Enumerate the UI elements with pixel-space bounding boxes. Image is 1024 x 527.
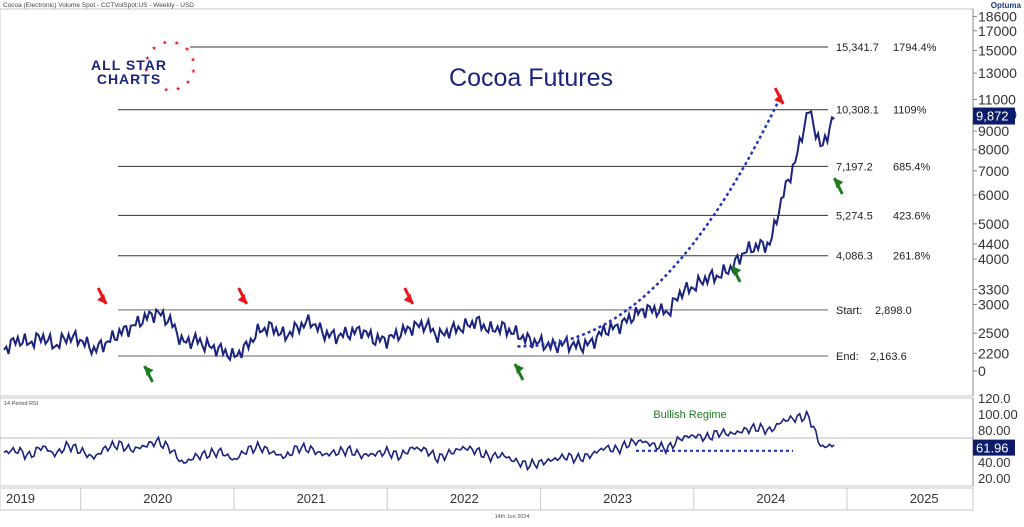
logo-star-icon: ★ [184, 46, 189, 53]
rsi-tick-label: 80.00 [978, 423, 1011, 438]
price-tick-label: 13000 [978, 65, 1017, 81]
price-tick-label: 11000 [978, 91, 1016, 107]
price-line [3, 109, 835, 362]
price-tick-label: 5000 [978, 216, 1009, 232]
bullish-regime-label: Bullish Regime [653, 409, 726, 421]
down-arrow-icon-head [97, 294, 107, 304]
logo-star-icon: ★ [162, 40, 167, 47]
footer-date: 14th Jun 2024 [495, 514, 530, 520]
logo-star-icon: ★ [185, 79, 190, 86]
all-star-charts-logo: ★★★★ ★★★★★★★ ALL STAR CHARTS [91, 40, 196, 94]
price-tick-label: 4000 [978, 251, 1009, 267]
rsi-last-label: 61.96 [976, 441, 1009, 456]
up-arrow-icon-head [144, 366, 154, 376]
level-value: 2,898.0 [875, 305, 912, 317]
trend-curve-line [517, 101, 780, 348]
down-arrow-icon-head [774, 94, 784, 104]
price-tick-label: 2500 [978, 325, 1009, 341]
rsi-tick-label: 100.00 [978, 407, 1018, 422]
level-value: 15,341.7 [836, 42, 879, 54]
level-value: 7,197.2 [836, 161, 873, 173]
logo-stars-icon: ★★★★ ★★★★★★★ [144, 40, 197, 94]
rsi-series [0, 409, 973, 472]
instrument-label: Cocoa (Electronic) Volume Spot - CCTVolS… [3, 2, 194, 9]
year-label: 2022 [450, 491, 479, 506]
year-label: 2025 [910, 491, 939, 506]
logo-line2: CHARTS [97, 71, 161, 87]
logo-star-icon: ★ [144, 67, 149, 74]
year-label: 2019 [6, 491, 35, 506]
price-tick-label: 3000 [978, 296, 1009, 312]
price-tick-label: 9000 [978, 123, 1009, 139]
level-value: 4,086.3 [836, 251, 873, 263]
price-series [3, 109, 835, 362]
logo-star-icon: ★ [190, 56, 195, 63]
year-label: 2021 [297, 491, 326, 506]
up-arrow-icon-head [732, 266, 742, 276]
price-tick-label: 18600 [978, 9, 1017, 25]
trend-curve [517, 101, 780, 348]
year-label: 2023 [603, 491, 632, 506]
level-value: 5,274.5 [836, 210, 873, 222]
price-tick-label: 17000 [978, 23, 1017, 39]
logo-star-icon: ★ [151, 45, 156, 52]
price-tick-label: 8000 [978, 142, 1009, 158]
logo-line1: ALL STAR [91, 57, 167, 73]
level-pct: 261.8% [893, 251, 931, 263]
time-axis-panel [0, 487, 974, 511]
level-pct: 423.6% [893, 210, 931, 222]
level-pct: 685.4% [893, 161, 931, 173]
up-arrow-icon-head [834, 178, 844, 188]
fib-levels: 15,341.7 1794.4% 10,308.1 1109% 7,197.2 685.4… [118, 42, 937, 363]
price-tick-label: 0 [978, 363, 986, 379]
level-value: 10,308.1 [836, 105, 879, 117]
level-label: End: [836, 351, 859, 363]
price-tick-label: 3300 [978, 281, 1009, 297]
vendor-logo: Optuma [991, 1, 1022, 10]
year-label: 2024 [756, 491, 785, 506]
price-tick-label: 4400 [978, 236, 1009, 252]
level-pct: 1794.4% [893, 42, 937, 54]
last-price-box [973, 107, 1015, 125]
rsi-tick-label: 40.00 [978, 455, 1011, 470]
rsi-title: 14 Period RSI [4, 401, 39, 407]
level-label: Start: [836, 305, 862, 317]
down-arrow-icon-head [237, 294, 247, 304]
time-axis: 2019 2020 2021 2022 2023 2024 2025 [6, 488, 939, 510]
level-value: 2,163.6 [870, 351, 907, 363]
price-tick-label: 6000 [978, 187, 1009, 203]
price-tick-label: 2200 [978, 345, 1009, 361]
last-price-label: 9,872 [976, 109, 1009, 124]
logo-star-icon: ★ [145, 55, 150, 62]
logo-star-icon: ★ [174, 40, 179, 47]
down-arrow-icon-head [403, 294, 413, 304]
year-label: 2020 [143, 491, 172, 506]
rsi-last-box [973, 439, 1015, 456]
price-tick-label: 15000 [978, 43, 1017, 59]
logo-star-icon: ★ [191, 68, 196, 75]
logo-star-icon: ★ [164, 87, 169, 94]
price-tick-label: 7000 [978, 163, 1009, 179]
up-arrow-icon-head [514, 364, 524, 374]
logo-star-icon: ★ [175, 86, 180, 93]
rsi-tick-label: 120.0 [978, 391, 1011, 406]
rsi-panel [0, 397, 974, 487]
annotation-arrows [96, 87, 844, 383]
rsi-tick-label: 20.00 [978, 471, 1011, 486]
rsi-line [3, 409, 835, 472]
level-pct: 1109% [893, 105, 927, 117]
chart-title: Cocoa Futures [449, 64, 613, 92]
